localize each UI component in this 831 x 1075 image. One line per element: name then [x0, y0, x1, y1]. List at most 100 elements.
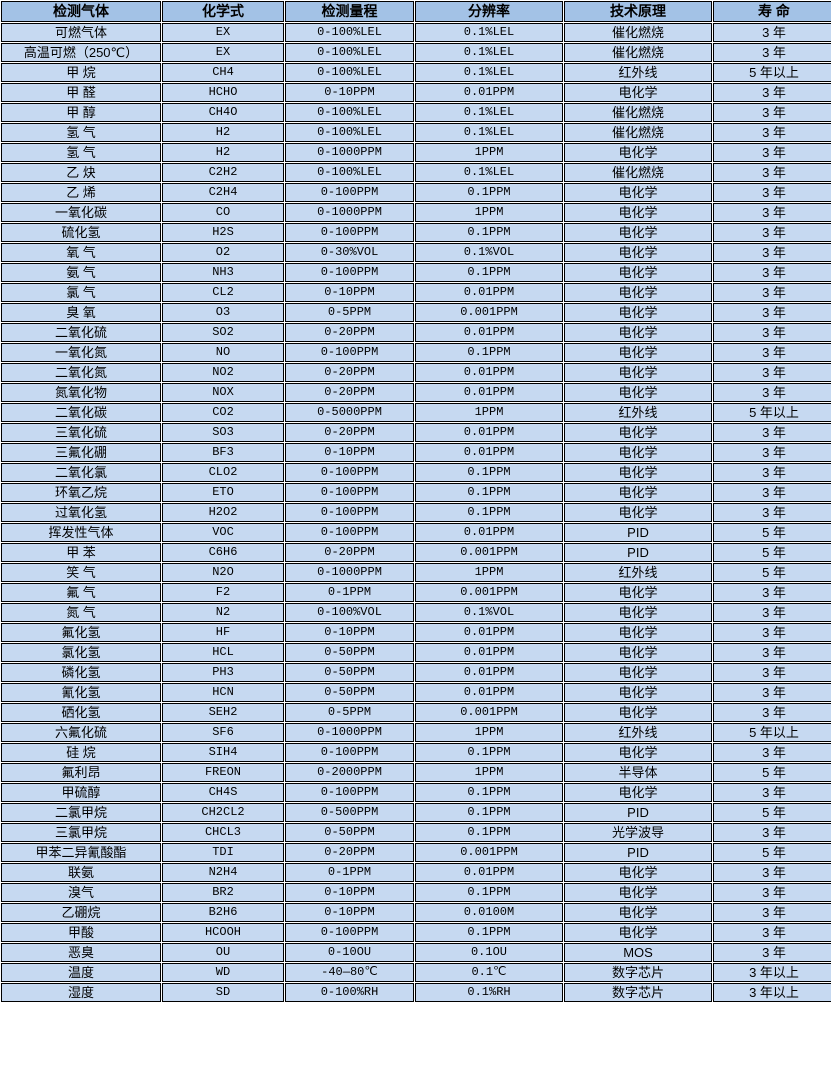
cell-lifespan: 3 年 [713, 823, 831, 842]
cell-range: 0-100%LEL [285, 163, 414, 182]
cell-formula: EX [162, 43, 284, 62]
cell-principle: 电化学 [564, 603, 712, 622]
table-row: 乙 烯 C2H4 0-100PPM 0.1PPM 电化学 3 年 [1, 183, 831, 202]
table-row: 氢 气 H2 0-1000PPM 1PPM 电化学 3 年 [1, 143, 831, 162]
cell-lifespan: 3 年 [713, 283, 831, 302]
cell-principle: 电化学 [564, 243, 712, 262]
cell-formula: NOX [162, 383, 284, 402]
table-row: 氧 气 O2 0-30%VOL 0.1%VOL 电化学 3 年 [1, 243, 831, 262]
cell-gas: 硒化氢 [1, 703, 161, 722]
cell-gas: 氰化氢 [1, 683, 161, 702]
cell-principle: 电化学 [564, 703, 712, 722]
cell-formula: HCN [162, 683, 284, 702]
table-row: 笑 气 N2O 0-1000PPM 1PPM 红外线 5 年 [1, 563, 831, 582]
table-row: 乙 炔 C2H2 0-100%LEL 0.1%LEL 催化燃烧 3 年 [1, 163, 831, 182]
cell-range: 0-10PPM [285, 443, 414, 462]
table-row: 二氧化氮 NO2 0-20PPM 0.01PPM 电化学 3 年 [1, 363, 831, 382]
cell-resolution: 0.1PPM [415, 503, 563, 522]
cell-resolution: 0.01PPM [415, 623, 563, 642]
cell-lifespan: 5 年以上 [713, 403, 831, 422]
cell-formula: ETO [162, 483, 284, 502]
cell-lifespan: 3 年 [713, 703, 831, 722]
table-row: 溴气 BR2 0-10PPM 0.1PPM 电化学 3 年 [1, 883, 831, 902]
cell-range: 0-100%LEL [285, 103, 414, 122]
table-row: 恶臭 OU 0-10OU 0.1OU MOS 3 年 [1, 943, 831, 962]
cell-range: 0-10PPM [285, 903, 414, 922]
cell-principle: 电化学 [564, 423, 712, 442]
cell-resolution: 0.1PPM [415, 923, 563, 942]
cell-principle: 半导体 [564, 763, 712, 782]
cell-principle: 电化学 [564, 263, 712, 282]
cell-formula: TDI [162, 843, 284, 862]
table-row: 氟 气 F2 0-1PPM 0.001PPM 电化学 3 年 [1, 583, 831, 602]
cell-principle: 电化学 [564, 223, 712, 242]
cell-gas: 氢 气 [1, 143, 161, 162]
cell-formula: CO [162, 203, 284, 222]
cell-range: 0-100PPM [285, 523, 414, 542]
cell-principle: 电化学 [564, 643, 712, 662]
cell-gas: 环氧乙烷 [1, 483, 161, 502]
table-row: 一氧化碳 CO 0-1000PPM 1PPM 电化学 3 年 [1, 203, 831, 222]
cell-resolution: 0.1PPM [415, 343, 563, 362]
cell-range: 0-100%LEL [285, 63, 414, 82]
table-row: 甲苯二异氰酸酯 TDI 0-20PPM 0.001PPM PID 5 年 [1, 843, 831, 862]
cell-formula: BF3 [162, 443, 284, 462]
cell-resolution: 0.1OU [415, 943, 563, 962]
cell-resolution: 0.1℃ [415, 963, 563, 982]
cell-principle: 数字芯片 [564, 983, 712, 1002]
cell-gas: 甲 烷 [1, 63, 161, 82]
cell-principle: 电化学 [564, 303, 712, 322]
cell-gas: 甲 醛 [1, 83, 161, 102]
cell-resolution: 0.01PPM [415, 663, 563, 682]
cell-formula: H2S [162, 223, 284, 242]
cell-lifespan: 5 年以上 [713, 63, 831, 82]
cell-principle: 电化学 [564, 483, 712, 502]
cell-formula: C2H4 [162, 183, 284, 202]
cell-resolution: 0.1PPM [415, 483, 563, 502]
cell-formula: CO2 [162, 403, 284, 422]
table-row: 二氧化碳 CO2 0-5000PPM 1PPM 红外线 5 年以上 [1, 403, 831, 422]
cell-lifespan: 3 年 [713, 923, 831, 942]
cell-lifespan: 5 年 [713, 803, 831, 822]
cell-lifespan: 3 年 [713, 583, 831, 602]
cell-formula: N2O [162, 563, 284, 582]
cell-resolution: 0.1%LEL [415, 163, 563, 182]
cell-principle: 电化学 [564, 83, 712, 102]
cell-range: 0-100PPM [285, 343, 414, 362]
cell-lifespan: 3 年 [713, 323, 831, 342]
cell-gas: 笑 气 [1, 563, 161, 582]
cell-gas: 氟利昂 [1, 763, 161, 782]
table-row: 环氧乙烷 ETO 0-100PPM 0.1PPM 电化学 3 年 [1, 483, 831, 502]
cell-formula: F2 [162, 583, 284, 602]
cell-formula: BR2 [162, 883, 284, 902]
cell-range: 0-10PPM [285, 623, 414, 642]
cell-resolution: 1PPM [415, 403, 563, 422]
cell-range: 0-1PPM [285, 863, 414, 882]
cell-lifespan: 3 年 [713, 903, 831, 922]
header-row: 检测气体 化学式 检测量程 分辨率 技术原理 寿 命 [1, 1, 831, 22]
cell-resolution: 0.01PPM [415, 643, 563, 662]
cell-lifespan: 3 年 [713, 223, 831, 242]
cell-principle: 电化学 [564, 283, 712, 302]
cell-range: 0-2000PPM [285, 763, 414, 782]
cell-gas: 溴气 [1, 883, 161, 902]
table-row: 三氧化硫 SO3 0-20PPM 0.01PPM 电化学 3 年 [1, 423, 831, 442]
column-header-resolution: 分辨率 [415, 1, 563, 22]
cell-principle: 催化燃烧 [564, 123, 712, 142]
cell-formula: B2H6 [162, 903, 284, 922]
cell-gas: 可燃气体 [1, 23, 161, 42]
cell-range: 0-100PPM [285, 923, 414, 942]
cell-principle: 电化学 [564, 663, 712, 682]
cell-lifespan: 5 年 [713, 523, 831, 542]
cell-lifespan: 3 年 [713, 943, 831, 962]
cell-resolution: 0.01PPM [415, 443, 563, 462]
column-header-formula: 化学式 [162, 1, 284, 22]
table-row: 二氧化硫 SO2 0-20PPM 0.01PPM 电化学 3 年 [1, 323, 831, 342]
cell-principle: 电化学 [564, 903, 712, 922]
cell-range: 0-20PPM [285, 423, 414, 442]
cell-formula: HCHO [162, 83, 284, 102]
cell-principle: 电化学 [564, 883, 712, 902]
cell-principle: 电化学 [564, 363, 712, 382]
table-row: 甲 烷 CH4 0-100%LEL 0.1%LEL 红外线 5 年以上 [1, 63, 831, 82]
cell-range: 0-1000PPM [285, 143, 414, 162]
